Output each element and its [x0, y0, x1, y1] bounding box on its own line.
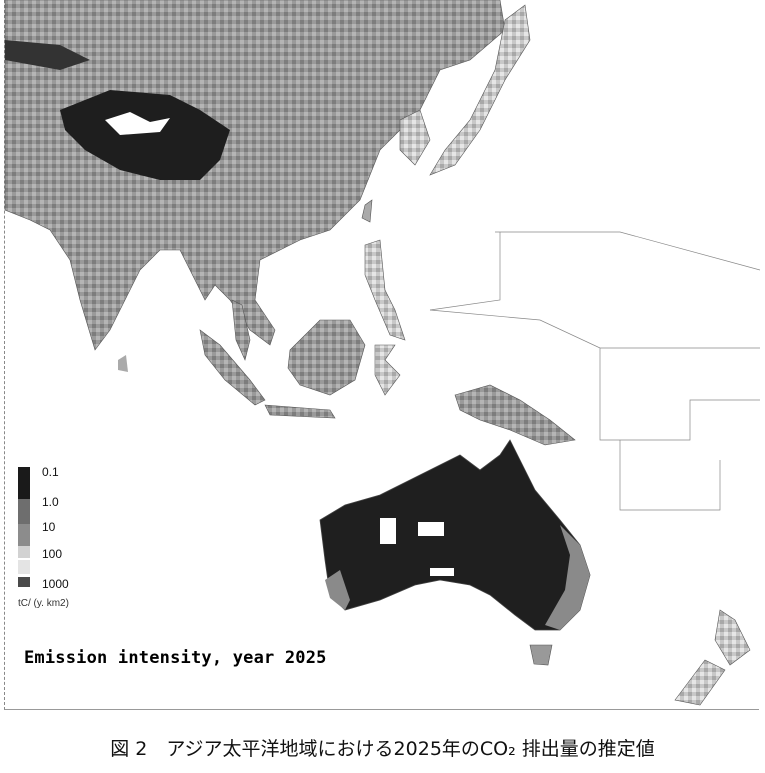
- high-intensity-gap: [105, 112, 170, 135]
- legend-swatch-100: [18, 546, 30, 558]
- new-guinea: [454, 384, 576, 446]
- emission-map: [4, 0, 761, 706]
- legend-label-10: 10: [42, 520, 56, 534]
- japan: [429, 4, 531, 176]
- dark-strip-north: [5, 40, 90, 70]
- legend-swatch-1000: [18, 577, 30, 587]
- legend-scale: [18, 467, 30, 587]
- philippines: [364, 239, 406, 341]
- sumatra: [199, 329, 266, 406]
- australia-gap: [430, 568, 454, 576]
- korea: [399, 109, 431, 166]
- taiwan: [361, 199, 373, 223]
- borneo: [287, 319, 366, 396]
- legend-label-1.0: 1.0: [42, 495, 59, 509]
- sulawesi: [374, 344, 401, 396]
- australia-gap: [418, 522, 444, 536]
- australia-gap: [380, 518, 396, 544]
- legend-unit: tC/ (y. km2): [18, 598, 69, 609]
- figure-caption: 図 2 アジア太平洋地域における2025年のCO₂ 排出量の推定値: [110, 738, 655, 760]
- legend-label-100: 100: [42, 547, 63, 561]
- legend-swatch-100b: [18, 560, 30, 574]
- high-intensity-region: [60, 90, 230, 180]
- legend-swatch-10: [18, 524, 30, 546]
- malay-peninsula: [231, 299, 251, 361]
- maritime-boundaries: [429, 231, 761, 511]
- australia: [319, 439, 591, 631]
- australia-coast-sw: [325, 570, 350, 610]
- legend-swatch-1.0: [18, 499, 30, 524]
- new-zealand: [674, 609, 751, 706]
- legend-label-1000: 1000: [42, 577, 69, 591]
- map-frame: [4, 0, 759, 710]
- australia-coast-east: [545, 525, 590, 630]
- legend-label-0.1: 0.1: [42, 465, 59, 479]
- java: [264, 404, 336, 419]
- legend-swatch-0.1: [18, 467, 30, 499]
- map-title: Emission intensity, year 2025: [24, 648, 327, 668]
- sri-lanka: [118, 355, 128, 372]
- tasmania: [529, 644, 553, 666]
